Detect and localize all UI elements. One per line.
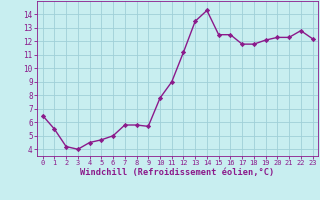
X-axis label: Windchill (Refroidissement éolien,°C): Windchill (Refroidissement éolien,°C) [80, 168, 275, 177]
